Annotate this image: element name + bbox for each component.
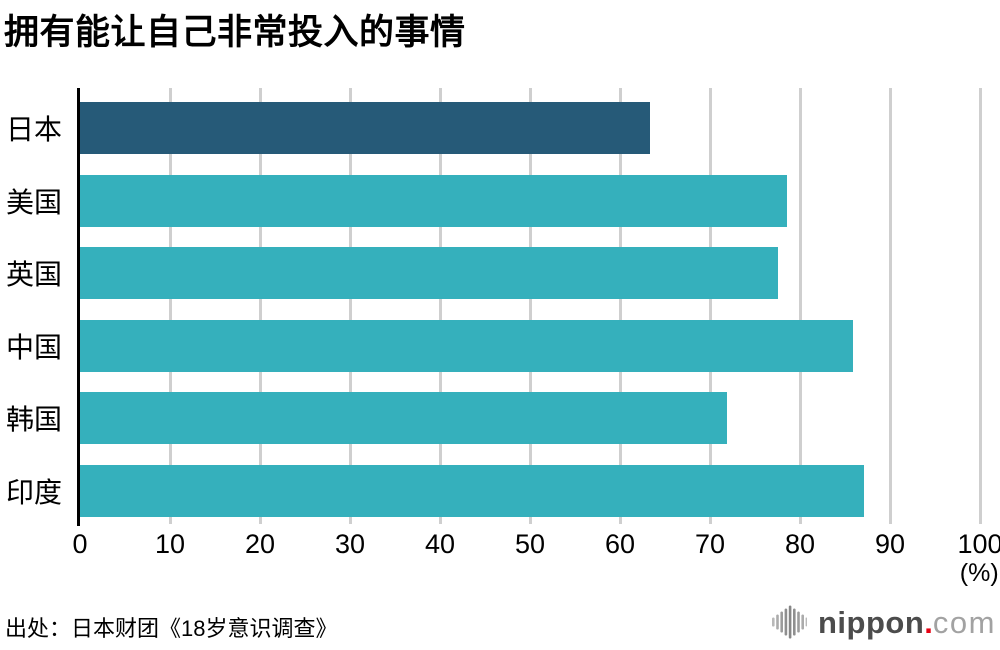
x-tick-label: 50 <box>514 529 546 559</box>
x-tick-label: 20 <box>244 529 276 559</box>
bar-英国 <box>80 247 778 300</box>
logo-wordmark: nippon . com <box>818 607 996 638</box>
gridline <box>798 88 802 524</box>
gridline <box>258 88 262 524</box>
x-tick-label: 100 <box>957 529 1000 559</box>
x-tick-label: 90 <box>874 529 906 559</box>
logo-dot: . <box>924 604 933 640</box>
category-label-中国: 中国 <box>6 331 63 363</box>
logo-com-text: com <box>932 604 996 640</box>
category-label-日本: 日本 <box>6 114 63 145</box>
x-tick-label: 60 <box>604 529 636 559</box>
gridline <box>438 88 442 524</box>
x-tick-label: 70 <box>694 529 726 559</box>
bar-中国 <box>80 319 854 372</box>
category-label-美国: 美国 <box>6 186 63 218</box>
bar-美国 <box>80 174 788 227</box>
source-note: 出处：日本财团《18岁意识调查》 <box>5 616 338 641</box>
gridline <box>168 88 172 524</box>
plot-area <box>80 88 982 524</box>
gridline <box>528 88 532 524</box>
category-label-韩国: 韩国 <box>6 404 63 436</box>
gridline <box>618 88 622 524</box>
category-label-英国: 英国 <box>6 259 63 291</box>
x-tick-label: 0 <box>72 529 88 559</box>
x-tick-label: 10 <box>154 529 186 559</box>
x-tick-label: 30 <box>334 529 366 559</box>
gridline <box>708 88 712 524</box>
bar-韩国 <box>80 392 728 445</box>
category-label-印度: 印度 <box>6 477 63 508</box>
nippon-com-logo: nippon . com <box>771 599 996 645</box>
x-axis-unit-label: (%) <box>959 559 999 587</box>
gridline <box>978 88 982 524</box>
bar-日本 <box>80 102 650 154</box>
chart-title: 拥有能让自己非常投入的事情 <box>4 13 466 52</box>
logo-nippon-text: nippon <box>818 604 925 640</box>
y-axis-line <box>77 88 80 526</box>
gridline <box>348 88 352 524</box>
x-tick-label: 80 <box>784 529 816 559</box>
x-axis-ticks: (%) 0 10 20 30 40 50 60 70 80 90 100 <box>72 529 1000 589</box>
gridline <box>888 88 892 524</box>
bar-印度 <box>80 465 864 517</box>
soundwave-bars-icon <box>772 605 807 639</box>
x-tick-label: 40 <box>424 529 456 559</box>
